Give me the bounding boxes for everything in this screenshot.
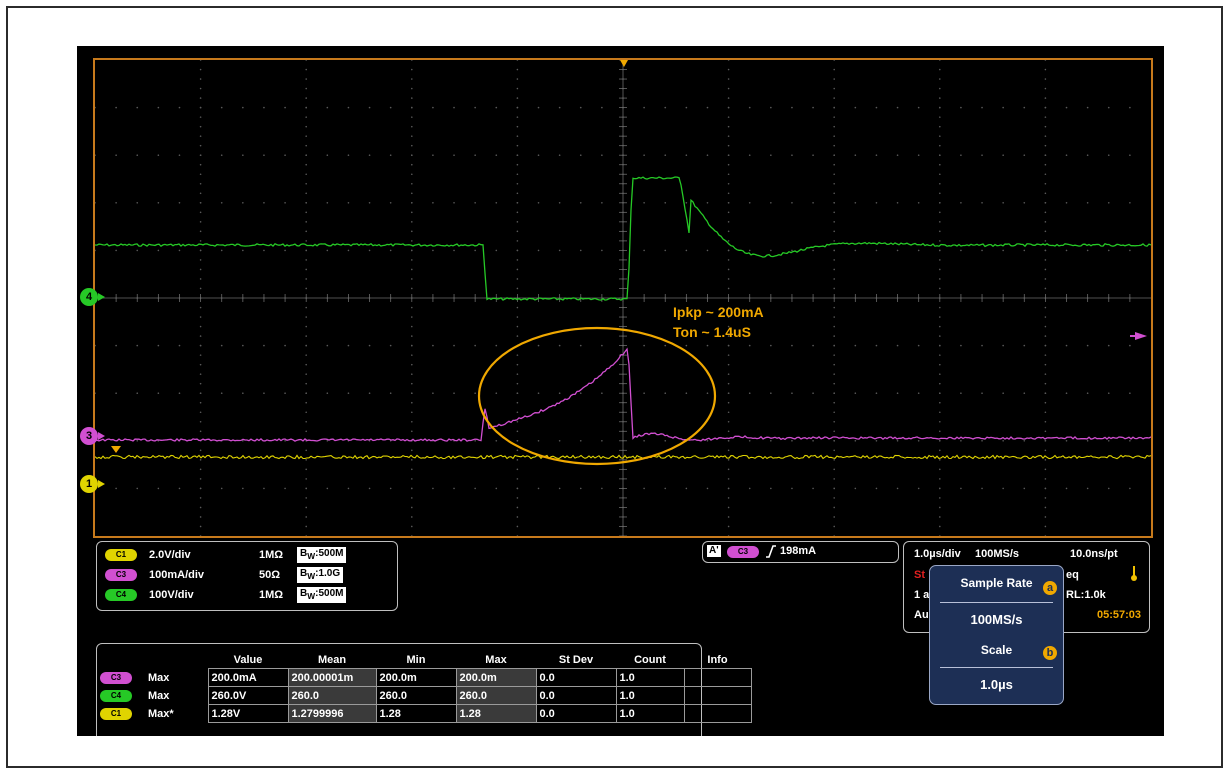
table-row[interactable]: C3 Max 200.0mA 200.00001m 200.0m 200.0m … xyxy=(97,668,752,687)
c1-impedance: 1MΩ xyxy=(259,549,284,561)
row-type: Max xyxy=(148,671,170,684)
row-channel-badge: C3 xyxy=(100,672,132,684)
cell-max: 200.0m xyxy=(455,668,537,687)
cell-value: 1.28V xyxy=(207,704,289,723)
ch1-marker-icon[interactable]: 1 xyxy=(80,475,105,493)
popup-divider xyxy=(940,602,1053,603)
cell-stdev: 0.0 xyxy=(535,686,617,705)
cell-min: 1.28 xyxy=(375,704,457,723)
col-header: Mean xyxy=(317,653,347,666)
col-header xyxy=(97,651,145,669)
channel-row-c3[interactable]: C3 100mA/div 50Ω BW:1.0G xyxy=(105,567,344,583)
cell-info xyxy=(683,686,752,705)
channel-row-c1[interactable]: C1 2.0V/div 1MΩ BW:500M xyxy=(105,547,347,563)
channel-settings-panel[interactable]: C1 2.0V/div 1MΩ BW:500M C3 100mA/div 50Ω… xyxy=(96,541,398,611)
highlight-ellipse xyxy=(477,326,717,466)
sample-rate: 100MS/s xyxy=(975,548,1020,560)
trace-c4 xyxy=(95,176,1151,301)
col-header: Max xyxy=(485,653,507,666)
cell-mean: 200.00001m xyxy=(287,668,377,687)
waveform-graticule xyxy=(93,58,1153,538)
c3-scale: 100mA/div xyxy=(149,569,205,581)
cell-max: 1.28 xyxy=(455,704,537,723)
popup-badge-b-icon: b xyxy=(1043,646,1057,660)
col-header: Count xyxy=(634,653,666,666)
c3-badge[interactable]: C3 xyxy=(105,569,137,581)
acq-status: St xyxy=(914,569,925,581)
trigger-position-icon xyxy=(620,60,628,67)
popup-scale-value[interactable]: 1.0µs xyxy=(980,677,1013,692)
thermometer-icon xyxy=(1131,566,1137,581)
trace-c3 xyxy=(95,347,1151,442)
col-header: Info xyxy=(707,653,728,666)
popup-divider xyxy=(940,667,1053,668)
cell-info xyxy=(683,704,752,723)
trace-c1 xyxy=(95,454,1151,460)
col-header: St Dev xyxy=(558,653,594,666)
channel-row-c4[interactable]: C4 100V/div 1MΩ BW:500M xyxy=(105,587,347,603)
cell-min: 260.0 xyxy=(375,686,457,705)
c4-impedance: 1MΩ xyxy=(259,589,284,601)
c1-bandwidth: BW:500M xyxy=(297,547,347,563)
trigger-a-badge: A' xyxy=(707,545,721,557)
cell-value: 260.0V xyxy=(207,686,289,705)
row-type: Max* xyxy=(148,707,174,720)
row-channel-badge: C1 xyxy=(100,708,132,720)
table-row[interactable]: C4 Max 260.0V 260.0 260.0 260.0 0.0 1.0 xyxy=(97,686,752,705)
waveform-display xyxy=(95,60,1151,536)
row-channel-badge: C4 xyxy=(100,690,132,702)
col-header: Value xyxy=(233,653,263,666)
cell-mean: 260.0 xyxy=(287,686,377,705)
cell-mean: 1.2799996 xyxy=(287,704,377,723)
acq-eq: eq xyxy=(1066,569,1079,581)
c3-bandwidth: BW:1.0G xyxy=(297,567,344,583)
c3-impedance: 50Ω xyxy=(259,569,281,581)
cell-min: 200.0m xyxy=(375,668,457,687)
c4-bandwidth: BW:500M xyxy=(297,587,347,603)
figure-frame xyxy=(6,6,1223,768)
ch3-marker-icon[interactable]: 3 xyxy=(80,427,105,445)
trigger-level-icon xyxy=(1135,332,1147,340)
cell-max: 260.0 xyxy=(455,686,537,705)
oscilloscope-screen: Ipkp ~ 200mA Ton ~ 1.4uS 4 3 1 C1 2.0V/d… xyxy=(77,46,1164,736)
cell-count: 1.0 xyxy=(615,704,685,723)
record-length: RL:1.0k xyxy=(1066,589,1106,601)
c1-offset-icon xyxy=(111,446,121,453)
popup-badge-a-icon: a xyxy=(1043,581,1057,595)
annotation-ton: Ton ~ 1.4uS xyxy=(673,324,751,340)
c4-badge[interactable]: C4 xyxy=(105,589,137,601)
table-row[interactable]: C1 Max* 1.28V 1.2799996 1.28 1.28 0.0 1.… xyxy=(97,704,752,723)
popup-sample-rate-value[interactable]: 100MS/s xyxy=(970,612,1023,627)
c1-scale: 2.0V/div xyxy=(149,549,191,561)
rising-edge-icon xyxy=(766,545,776,558)
c1-badge[interactable]: C1 xyxy=(105,549,137,561)
cell-count: 1.0 xyxy=(615,686,685,705)
row-type: Max xyxy=(148,689,170,702)
col-header xyxy=(145,651,208,669)
horizontal-popup[interactable]: Sample Rate a 100MS/s Scale b 1.0µs xyxy=(929,565,1064,705)
measurement-table: Value Mean Min Max St Dev Count Info C3 … xyxy=(97,651,752,723)
ns-per-point: 10.0ns/pt xyxy=(1070,548,1118,560)
ch4-marker-icon[interactable]: 4 xyxy=(80,288,105,306)
popup-scale-title[interactable]: Scale xyxy=(980,643,1013,657)
c4-scale: 100V/div xyxy=(149,589,194,601)
trigger-panel[interactable]: A' C3 198mA xyxy=(702,541,899,563)
popup-sample-rate-title[interactable]: Sample Rate xyxy=(960,576,1033,590)
cell-stdev: 0.0 xyxy=(535,704,617,723)
col-header: Min xyxy=(406,653,426,666)
trigger-level: 198mA xyxy=(780,545,817,557)
cell-info xyxy=(683,668,752,687)
time-per-div: 1.0µs/div xyxy=(914,548,961,560)
cell-stdev: 0.0 xyxy=(535,668,617,687)
cell-value: 200.0mA xyxy=(207,668,289,687)
annotation-ipkp: Ipkp ~ 200mA xyxy=(673,304,764,320)
acq-count: 1 a xyxy=(914,589,930,601)
trigger-source-badge: C3 xyxy=(727,546,759,558)
clock-time: 05:57:03 xyxy=(1097,609,1142,621)
cell-count: 1.0 xyxy=(615,668,685,687)
acq-mode: Au xyxy=(914,609,929,621)
